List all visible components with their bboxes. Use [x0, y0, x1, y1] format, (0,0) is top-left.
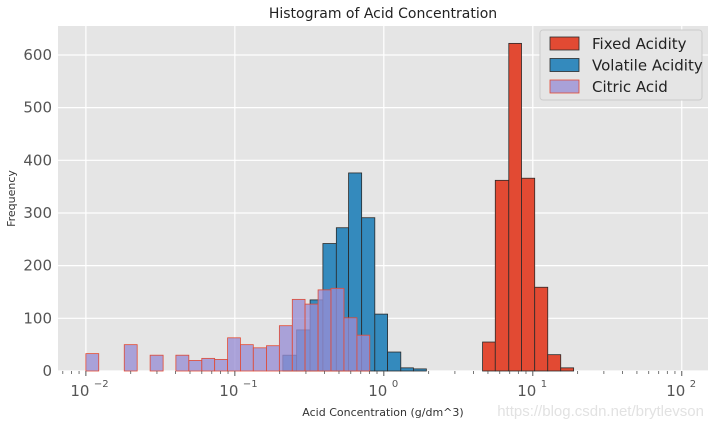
histogram-bar	[227, 337, 241, 372]
series-fixed-acidity	[482, 42, 575, 372]
x-tick-exponent: 0	[392, 379, 398, 390]
histogram-bar	[356, 334, 371, 372]
histogram-bar	[387, 351, 402, 372]
chart-title: Histogram of Acid Concentration	[269, 6, 497, 22]
histogram-bar	[201, 357, 216, 372]
x-axis-ticks: 10 −2 10 −1 10 0 10 1 10 2	[62, 371, 696, 400]
histogram-bar	[252, 347, 267, 372]
histogram-bar	[343, 317, 358, 372]
histogram-bar	[330, 287, 345, 372]
legend-label: Citric Acid	[592, 78, 668, 96]
histogram-bar	[534, 286, 549, 372]
x-tick-label: 10	[666, 382, 685, 400]
histogram-bar	[188, 360, 203, 372]
legend-label: Volatile Acidity	[592, 57, 703, 75]
histogram-bar	[494, 179, 510, 372]
histogram-bar	[149, 354, 164, 372]
histogram-bar	[560, 367, 575, 372]
histogram-bar	[482, 341, 496, 372]
y-tick-label: 600	[23, 46, 52, 64]
x-tick-label: 10	[368, 382, 387, 400]
histogram-bar	[317, 289, 332, 372]
x-tick-exponent: −1	[243, 379, 258, 390]
legend-swatch	[549, 36, 580, 51]
histogram-bar	[214, 359, 228, 372]
legend-swatch	[549, 58, 580, 72]
bars	[85, 42, 575, 372]
histogram-bar	[400, 367, 414, 372]
histogram-bar	[175, 354, 190, 372]
y-axis-ticks: 0 100 200 300 400 500 600	[23, 46, 52, 380]
histogram-bar	[85, 353, 100, 372]
histogram-bar	[413, 368, 427, 372]
histogram-bar	[374, 313, 388, 372]
y-tick-label: 0	[42, 362, 52, 380]
x-tick-label: 10	[517, 382, 536, 400]
y-tick-label: 400	[23, 151, 52, 169]
y-tick-label: 100	[23, 309, 52, 327]
legend: Fixed Acidity Volatile Acidity Citric Acid	[539, 29, 703, 101]
x-tick-exponent: 1	[541, 379, 547, 390]
y-tick-label: 500	[23, 99, 52, 117]
histogram-bar	[278, 325, 293, 372]
x-axis-label: Acid Concentration (g/dm^3)	[302, 406, 463, 419]
legend-box	[539, 29, 703, 101]
histogram-bar	[291, 298, 306, 372]
x-tick-exponent: −2	[94, 379, 109, 390]
histogram-bar	[521, 177, 536, 372]
watermark: https://blog.csdn.net/brytlevson	[497, 403, 704, 420]
legend-label: Fixed Acidity	[592, 35, 687, 53]
histogram-bar	[547, 354, 562, 372]
histogram-bar	[240, 344, 254, 372]
histogram-bar	[508, 42, 522, 372]
series-citric-acid	[85, 287, 371, 372]
y-tick-label: 200	[23, 257, 52, 275]
legend-swatch	[549, 79, 580, 94]
x-tick-label: 10	[219, 382, 238, 400]
histogram-bar	[123, 344, 138, 372]
histogram-bar	[266, 345, 280, 372]
x-tick-exponent: 2	[690, 379, 696, 390]
x-tick-label: 10	[70, 382, 89, 400]
y-tick-label: 300	[23, 204, 52, 222]
y-axis-label: Frequency	[5, 170, 18, 227]
histogram-bar	[304, 303, 319, 372]
